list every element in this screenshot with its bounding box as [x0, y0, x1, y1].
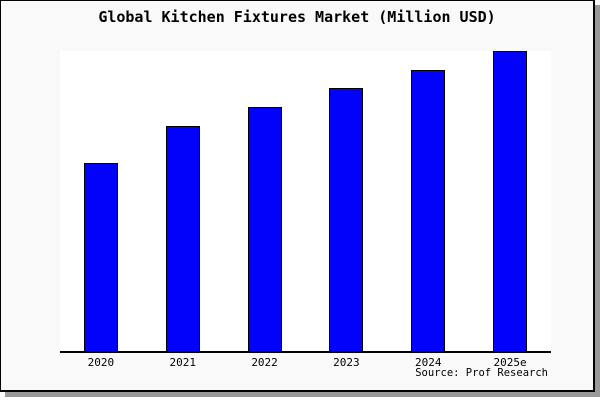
bar-2025e [493, 51, 528, 351]
bar-2022 [247, 107, 282, 351]
x-tick-label-2024: 2024 [414, 356, 442, 369]
bar-slot-2020 [60, 51, 142, 351]
bar-slot-2023 [305, 51, 387, 351]
bar-2023 [329, 88, 364, 351]
x-tick-label-2020: 2020 [87, 356, 115, 369]
x-tick-label-2025e: 2025e [493, 356, 527, 369]
bar-slot-2022 [224, 51, 306, 351]
x-tick-label-2022: 2022 [251, 356, 278, 369]
plot-area [60, 51, 551, 353]
bar-2021 [165, 126, 200, 351]
bar-2020 [83, 163, 118, 351]
source-credit: Source: Prof Research [415, 367, 548, 379]
bar-slot-2021 [142, 51, 224, 351]
x-axis-tick-labels: 2020 2021 2022 2023 2024 2025e [60, 356, 551, 369]
x-tick-label-2021: 2021 [169, 356, 196, 369]
bar-2024 [411, 70, 446, 351]
chart-title: Global Kitchen Fixtures Market (Million … [98, 8, 496, 26]
x-tick-label-2023: 2023 [333, 356, 360, 369]
bar-slot-2025e [469, 51, 551, 351]
chart-card: Global Kitchen Fixtures Market (Million … [0, 0, 595, 392]
bar-slot-2024 [387, 51, 469, 351]
